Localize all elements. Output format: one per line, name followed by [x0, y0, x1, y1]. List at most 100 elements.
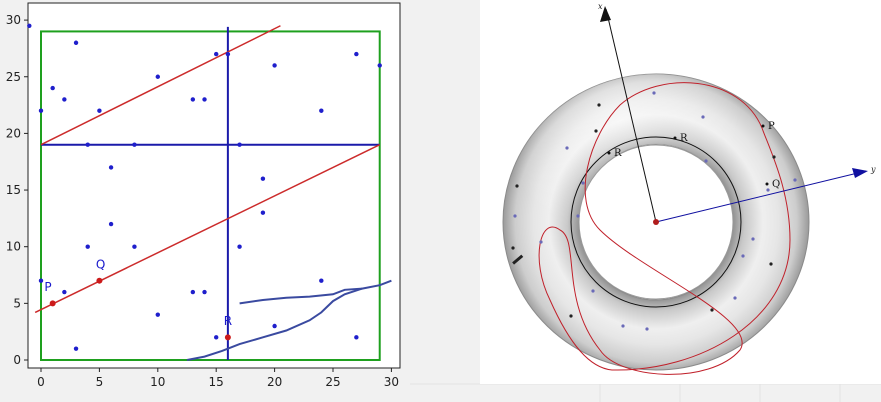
- y-tick-label: 0: [13, 353, 21, 367]
- scatter-point: [97, 108, 102, 113]
- y-tick-label: 5: [13, 296, 21, 310]
- x-tick-label: 30: [384, 375, 399, 389]
- surface-point: [591, 289, 595, 293]
- point-label-q: Q: [96, 257, 105, 271]
- scatter-point: [155, 312, 160, 317]
- scatter-point: [202, 289, 207, 295]
- x-axis-line: [605, 8, 657, 223]
- surface-point: [511, 246, 515, 250]
- scatter-point: [319, 278, 324, 283]
- x-tick-label: 25: [325, 375, 340, 389]
- scatter-point: [38, 108, 44, 113]
- surface-point: [769, 262, 773, 266]
- scatter-point: [85, 142, 90, 147]
- scatter-point: [190, 97, 196, 102]
- surface-point: [704, 159, 708, 163]
- scatter-point: [260, 176, 266, 181]
- y-axis-line: [655, 170, 867, 223]
- point-p: [49, 300, 56, 307]
- surface-mark: [512, 254, 524, 265]
- surface-point: [701, 115, 705, 119]
- scatter-point: [73, 40, 79, 45]
- surface-point: [539, 240, 543, 244]
- surface-point: [652, 91, 656, 95]
- origin-point: [653, 219, 659, 225]
- scatter-point: [85, 244, 90, 249]
- x-tick-label: 5: [96, 375, 104, 389]
- point-q: [96, 277, 103, 284]
- x-axis-arrowhead: [600, 6, 611, 22]
- y-tick-label: 15: [6, 183, 21, 197]
- black-circle-curve: [570, 136, 742, 308]
- x-tick-label: 0: [37, 375, 45, 389]
- scatter-point: [237, 142, 242, 147]
- scatter-point: [354, 51, 359, 57]
- x-axis-label: x: [598, 2, 603, 11]
- x-tick-label: 15: [209, 375, 224, 389]
- surface-point: [741, 254, 745, 258]
- surface-point: [710, 308, 714, 312]
- torus-point: [673, 136, 677, 140]
- scatter-point: [73, 346, 79, 351]
- surface-point: [515, 184, 519, 188]
- point-label-p: P: [44, 280, 51, 294]
- torus-point-label-q: Q: [772, 179, 780, 190]
- torus-point: [761, 124, 765, 128]
- surface-point: [766, 188, 770, 192]
- scatter-point: [108, 221, 114, 227]
- surface-point: [645, 327, 649, 331]
- scatter-point: [155, 74, 160, 79]
- scatter-point: [50, 85, 55, 91]
- torus-point-label-r: R: [614, 148, 622, 159]
- surface-point: [751, 237, 755, 241]
- surface-point: [565, 146, 569, 150]
- torus-point: [765, 182, 769, 186]
- blue-curve: [239, 287, 363, 305]
- scatter-point: [237, 244, 242, 249]
- scatter-point: [319, 108, 324, 113]
- torus-point-label-r: R: [680, 133, 688, 144]
- unfolded-square-plot: P Q R 0 5 10 15 20 25 30 0 5 10 15 20 25 30: [0, 0, 410, 402]
- scatter-point: [27, 23, 32, 28]
- point-label-r: R: [224, 314, 232, 328]
- y-tick-label: 20: [6, 126, 21, 140]
- scatter-point: [190, 289, 196, 295]
- y-axis-label: y: [870, 165, 876, 174]
- red-line: [40, 25, 281, 146]
- surface-point: [733, 296, 737, 300]
- torus-highlight: [503, 74, 809, 370]
- surface-point: [772, 155, 776, 159]
- scatter-point: [272, 323, 277, 329]
- green-square: [40, 30, 381, 362]
- y-axis-arrowhead: [852, 168, 868, 178]
- surface-point: [513, 214, 517, 218]
- scatter-point: [62, 97, 67, 102]
- surface-point: [793, 178, 797, 182]
- scatter-point: [214, 51, 219, 57]
- y-tick-label: 25: [6, 70, 21, 84]
- scatter-point: [38, 278, 44, 283]
- scatter-point: [132, 244, 137, 249]
- scatter-point: [272, 63, 277, 68]
- surface-point: [594, 129, 598, 133]
- scatter-point: [225, 51, 231, 57]
- scatter-point: [202, 97, 207, 102]
- scatter-point: [108, 165, 114, 170]
- y-tick-label: 30: [6, 13, 21, 27]
- torus-point-label-p: P: [768, 121, 775, 132]
- surface-point: [581, 181, 585, 185]
- surface-point: [621, 324, 625, 328]
- plot-area: [27, 2, 401, 369]
- scatter-point: [214, 335, 219, 340]
- scatter-point: [62, 289, 67, 295]
- surface-point: [576, 214, 580, 218]
- torus-point: [607, 151, 611, 155]
- scatter-point: [377, 63, 382, 68]
- red-line: [34, 144, 381, 314]
- scatter-point: [354, 335, 359, 340]
- axes-3d: x y: [598, 2, 876, 225]
- red-torus-knot-curve: [538, 82, 791, 375]
- surface-point: [569, 314, 573, 318]
- x-tick-label: 20: [267, 375, 282, 389]
